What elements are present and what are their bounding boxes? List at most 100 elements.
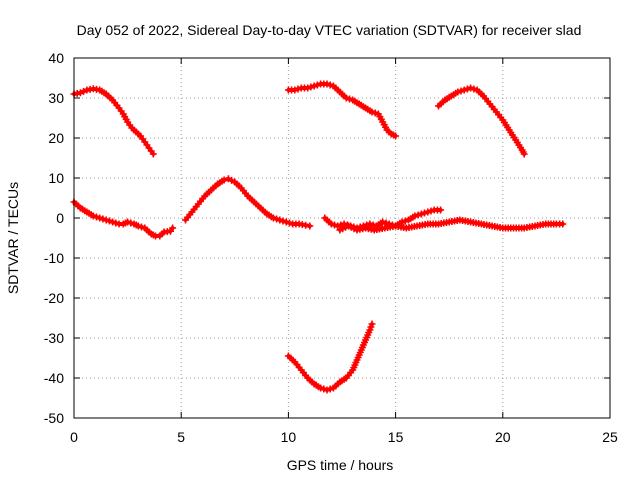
y-tick-label: -30	[44, 330, 64, 346]
data-point	[124, 218, 132, 226]
data-point	[334, 222, 342, 230]
y-tick-label: -20	[44, 290, 64, 306]
data-point	[320, 385, 328, 393]
series-line	[72, 200, 175, 238]
data-point	[366, 220, 374, 228]
data-point	[368, 108, 376, 116]
data-point	[454, 88, 462, 96]
data-point	[138, 223, 145, 231]
chart-title: Day 052 of 2022, Sidereal Day-to-day VTE…	[77, 22, 582, 38]
data-point	[382, 219, 390, 227]
plot-frame	[73, 57, 611, 419]
x-tick-label: 5	[177, 429, 185, 445]
data-point	[427, 207, 435, 215]
series-layer	[70, 80, 567, 394]
data-point	[414, 211, 422, 219]
grid-layer	[74, 58, 610, 418]
data-point	[368, 320, 376, 328]
data-point	[80, 87, 88, 95]
data-point	[379, 218, 387, 226]
data-point	[310, 82, 318, 90]
data-point	[282, 218, 290, 226]
data-point	[313, 81, 321, 89]
data-point	[520, 150, 528, 158]
y-tick-label: -50	[44, 410, 64, 426]
data-point	[346, 95, 353, 103]
x-tick-label: 20	[495, 429, 511, 445]
x-tick-label: 10	[281, 429, 297, 445]
y-axis-title: SDTVAR / TECUs	[5, 182, 21, 294]
data-point	[127, 219, 135, 227]
data-point	[323, 80, 331, 88]
series-arc-1	[70, 85, 157, 158]
data-point	[169, 224, 177, 232]
data-point	[102, 216, 110, 224]
y-tick-label: -10	[44, 250, 64, 266]
series-arc-5	[284, 320, 376, 394]
data-point	[424, 208, 432, 216]
data-point	[291, 86, 299, 94]
data-point	[467, 84, 475, 92]
data-point	[149, 150, 157, 158]
data-point	[89, 212, 97, 220]
series-arc-2	[70, 198, 177, 240]
data-point	[411, 212, 419, 220]
data-point	[327, 220, 335, 228]
data-point	[286, 219, 293, 227]
data-point	[331, 221, 338, 229]
data-point	[99, 215, 107, 223]
data-point	[323, 386, 331, 394]
series-line	[183, 176, 312, 228]
data-point	[421, 209, 428, 217]
data-point	[470, 85, 478, 93]
y-tick-label: 0	[56, 210, 64, 226]
data-point	[112, 219, 120, 227]
x-tick-label: 0	[70, 429, 78, 445]
data-point	[134, 222, 142, 230]
data-point	[342, 94, 350, 102]
data-point	[273, 215, 281, 223]
data-point	[304, 84, 312, 92]
data-point	[307, 83, 315, 91]
data-point	[401, 217, 409, 225]
data-point	[460, 86, 468, 94]
data-point	[417, 210, 425, 218]
series-arc-3	[182, 175, 314, 230]
y-tick-label: 30	[48, 90, 64, 106]
data-point	[559, 220, 567, 228]
data-point	[371, 109, 379, 117]
data-point	[326, 81, 334, 89]
data-point	[294, 85, 302, 93]
x-axis-title: GPS time / hours	[287, 457, 394, 473]
data-point	[457, 87, 465, 95]
data-point	[317, 384, 325, 392]
series-arc-7	[336, 216, 567, 234]
data-point	[463, 85, 471, 93]
data-point	[326, 385, 334, 393]
y-tick-label: 40	[48, 50, 64, 66]
data-point	[392, 132, 400, 140]
data-point	[276, 216, 284, 224]
series-arc-4	[284, 80, 400, 140]
data-point	[398, 218, 406, 226]
data-point	[96, 214, 104, 222]
data-point	[279, 217, 287, 225]
y-tick-label: 20	[48, 130, 64, 146]
x-tick-label: 15	[388, 429, 404, 445]
data-point	[105, 217, 113, 225]
data-point	[76, 89, 84, 97]
series-arc-6	[321, 206, 445, 232]
data-point	[93, 213, 100, 221]
y-tick-label: -40	[44, 370, 64, 386]
data-point	[306, 222, 314, 230]
data-point	[437, 206, 445, 214]
data-point	[220, 176, 228, 184]
data-point	[269, 214, 277, 222]
tick-layer: 0 5 10 15 20 25 -50 -40 -30 -20 -10 0 10 20 30 40	[44, 50, 618, 445]
series-arc-8	[435, 84, 528, 158]
y-tick-label: 10	[48, 170, 64, 186]
data-point	[109, 218, 117, 226]
x-tick-label: 25	[602, 429, 618, 445]
